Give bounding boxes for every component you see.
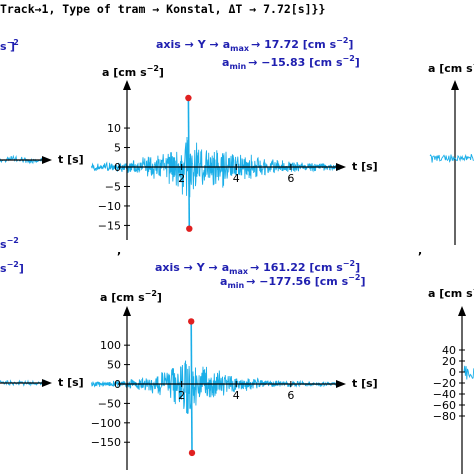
- chart2-peak-min-marker: [188, 449, 196, 457]
- x-tick-label: 6: [287, 172, 294, 185]
- edge-waveform-trace: [463, 365, 474, 380]
- chart1-ylabel: a [cm s−2]: [102, 64, 164, 79]
- x-tick-label: 2: [178, 389, 185, 402]
- y-tick-label: −10: [98, 200, 121, 213]
- chart-bottom-center: axis → Y → amax → 161.22 [cm s−2] amin → −1…: [91, 259, 378, 470]
- left-bottom-units-a: s−2: [0, 236, 19, 251]
- y-tick-label: −20: [433, 377, 456, 390]
- right-top-ylabel: a [cm s−2: [428, 60, 474, 75]
- chart1-xlabel: t [s]: [352, 160, 378, 173]
- chart1-waveform: [91, 97, 341, 229]
- chart1-ticks: 10 5 0 −5 −10 −15 2 4 6: [98, 122, 295, 232]
- right-top-y-arrow: [451, 80, 459, 90]
- y-tick-label: 10: [107, 122, 121, 135]
- chart2-amin-label: amin → −177.56 [cm s−2]: [220, 273, 365, 290]
- x-tick-label: 6: [287, 389, 294, 402]
- x-tick-label: 2: [178, 172, 185, 185]
- right-bottom-waveform: [463, 365, 474, 380]
- chart2-peak-max-marker: [188, 318, 195, 325]
- left-top-waveform: [0, 154, 52, 165]
- y-tick-label: 5: [114, 142, 121, 155]
- y-tick-label: 40: [442, 344, 456, 357]
- right-top-waveform: [429, 153, 474, 163]
- chart2-axis-title: axis → Y → amax → 161.22 [cm s−2]: [155, 259, 360, 276]
- waveform-peak-spike: [190, 321, 193, 453]
- y-tick-label: −60: [433, 399, 456, 412]
- y-tick-label: −5: [105, 180, 121, 193]
- y-tick-label: −80: [433, 410, 456, 423]
- separator-right: ,: [418, 244, 422, 257]
- y-tick-label: −100: [91, 417, 121, 430]
- chart2-y-arrow: [123, 306, 131, 316]
- waveform-peak-spike: [187, 97, 191, 229]
- x-tick-label: 4: [233, 389, 240, 402]
- chart1-peak-min-marker: [186, 225, 193, 232]
- header-line: Track→1, Type of tram → Konstal, ΔT → 7.…: [0, 2, 326, 16]
- right-partial-top: a [cm s−2: [428, 60, 474, 245]
- chart-top-center: axis → Y → amax → 17.72 [cm s−2] amin → −15…: [91, 36, 378, 240]
- y-tick-label: −15: [98, 219, 121, 232]
- chart2-waveform: [91, 321, 341, 453]
- left-partial-bottom: s−2 s−2] t [s]: [0, 236, 84, 389]
- chart2-ylabel: a [cm s−2]: [100, 289, 162, 304]
- edge-waveform-trace: [0, 154, 46, 165]
- chart1-peak-max-marker: [185, 94, 192, 102]
- right-bottom-ylabel: a [cm s−2: [428, 285, 474, 300]
- y-tick-label: 0: [114, 378, 121, 391]
- y-tick-label: 100: [100, 339, 121, 352]
- left-partial-top: s−2 ] t [s]: [0, 38, 84, 166]
- right-bottom-y-arrow: [458, 306, 466, 316]
- left-top-close: ]: [10, 40, 15, 53]
- y-tick-label: 0: [114, 161, 121, 174]
- chart1-y-arrow: [123, 80, 131, 90]
- separator-left: ,: [117, 244, 121, 257]
- edge-x-arrow: [42, 379, 52, 387]
- y-tick-label: 50: [107, 359, 121, 372]
- y-tick-label: −40: [433, 388, 456, 401]
- left-top-xlabel: t [s]: [58, 153, 84, 166]
- left-bottom-waveform: [0, 379, 52, 387]
- chart1-axis-title: axis → Y → amax → 17.72 [cm s−2]: [156, 36, 353, 53]
- chart2-ticks: 100 50 0 −50 −100 −150 2 4 6: [91, 339, 295, 449]
- y-tick-label: 20: [442, 355, 456, 368]
- left-bottom-units-b: s−2]: [0, 260, 24, 275]
- y-tick-label: 0: [449, 366, 456, 379]
- y-tick-label: −150: [91, 436, 121, 449]
- left-bottom-xlabel: t [s]: [58, 376, 84, 389]
- y-tick-label: −50: [98, 397, 121, 410]
- chart1-amin-label: amin → −15.83 [cm s−2]: [222, 54, 360, 71]
- chart1-x-arrow: [336, 163, 346, 171]
- chart2-x-arrow: [336, 380, 346, 388]
- edge-x-arrow: [42, 156, 52, 164]
- waveform-trace: [91, 360, 341, 414]
- x-tick-label: 4: [233, 172, 240, 185]
- chart2-xlabel: t [s]: [352, 377, 378, 390]
- edge-waveform-trace: [429, 153, 474, 163]
